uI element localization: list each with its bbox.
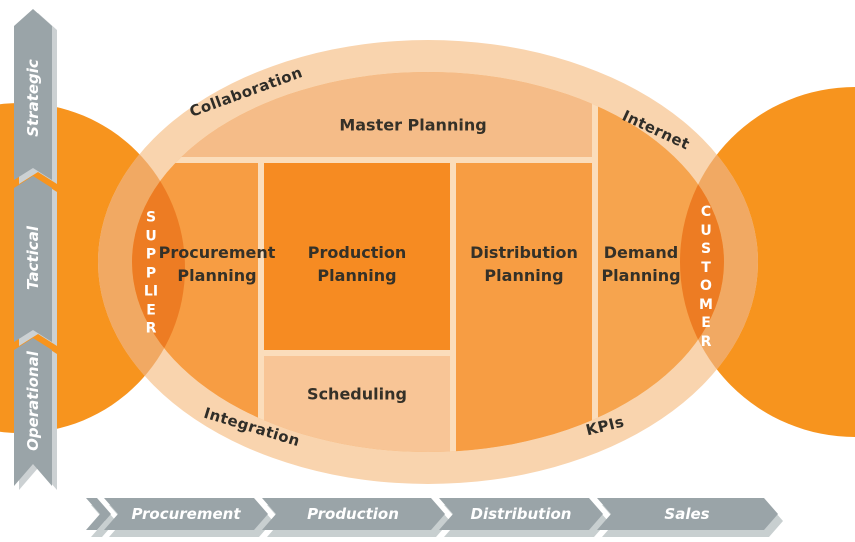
distribution-planning-line1: Distribution <box>470 243 578 262</box>
flow-segment-sales <box>597 498 778 530</box>
level-segment-strategic <box>14 9 52 180</box>
production-planning-line1: Production <box>307 243 407 262</box>
gutter-vertical-1 <box>258 157 264 452</box>
master-planning-label: Master Planning <box>339 115 487 135</box>
gutter-vertical-2 <box>450 157 456 452</box>
procurement-planning-line1: Procurement <box>158 243 276 262</box>
production-planning-label: Production Planning <box>308 241 406 287</box>
flow-lead-chevron <box>86 498 111 530</box>
demand-planning-line2: Planning <box>601 266 681 285</box>
flow-ribbon <box>86 498 778 530</box>
levels-ribbon <box>14 9 52 486</box>
flow-label-distribution: Distribution <box>470 505 572 523</box>
production-planning-line2: Planning <box>317 266 397 285</box>
level-segment-tactical <box>14 176 52 342</box>
level-label-operational: Operational <box>24 351 42 451</box>
procurement-planning-line2: Planning <box>177 266 257 285</box>
flow-label-sales: Sales <box>664 505 710 523</box>
flow-segment-procurement <box>104 498 268 530</box>
flow-label-production: Production <box>307 505 399 523</box>
scheduling-label: Scheduling <box>307 383 407 406</box>
demand-planning-line1: Demand <box>603 243 679 262</box>
scheduling-line1: Scheduling <box>307 384 407 404</box>
planning-grid <box>132 72 724 452</box>
level-segment-operational <box>14 338 52 486</box>
customer-label: CUSTOMER <box>699 204 713 350</box>
distribution-planning-cell <box>456 163 592 452</box>
flow-label-procurement: Procurement <box>131 505 241 523</box>
level-label-strategic: Strategic <box>24 59 42 137</box>
level-label-tactical: Tactical <box>24 226 42 290</box>
gutter-horizontal-scheduling <box>264 350 450 356</box>
flow-segment-production <box>262 498 445 530</box>
production-planning-cell <box>264 163 450 350</box>
procurement-planning-label: Procurement Planning <box>159 241 276 287</box>
gutter-horizontal-top <box>150 157 598 163</box>
distribution-planning-line2: Planning <box>484 266 564 285</box>
distribution-planning-label: Distribution Planning <box>470 241 578 287</box>
flow-segment-distribution <box>439 498 603 530</box>
supplier-label: SUPPLIER <box>143 209 159 337</box>
gutter-vertical-3 <box>592 72 598 452</box>
demand-planning-label: Demand Planning <box>601 241 680 287</box>
